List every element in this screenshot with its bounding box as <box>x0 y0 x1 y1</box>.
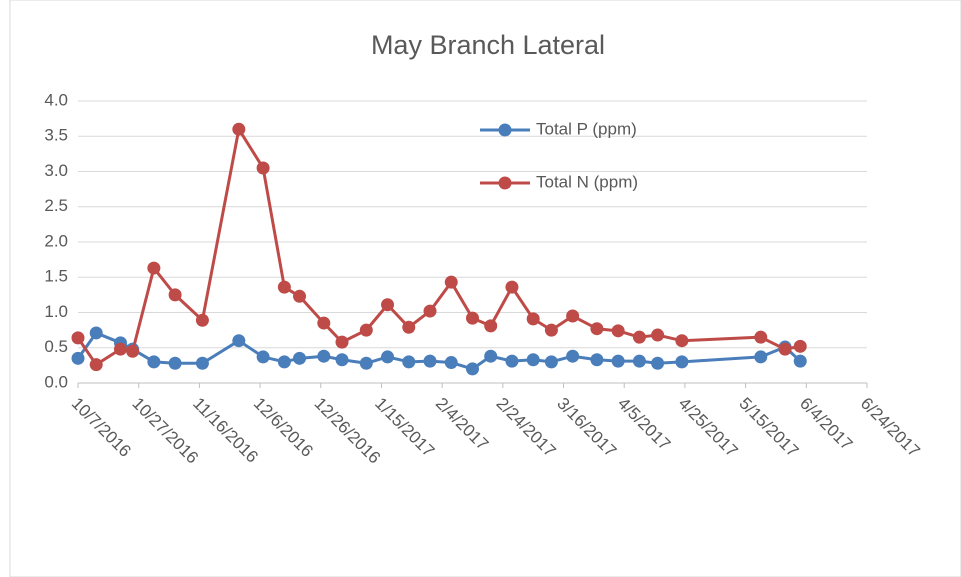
data-point <box>277 280 291 294</box>
y-tick-label: 3.5 <box>44 126 68 145</box>
y-tick-label: 4.0 <box>44 90 68 109</box>
data-point <box>381 350 395 364</box>
legend-marker <box>498 123 512 137</box>
legend-label: Total N (ppm) <box>536 172 638 191</box>
data-point <box>675 334 689 348</box>
data-point <box>611 354 625 368</box>
data-point <box>317 316 331 330</box>
data-point <box>232 122 246 136</box>
chart-border <box>9 0 961 577</box>
y-tick-label: 1.5 <box>44 267 68 286</box>
data-point <box>793 354 807 368</box>
data-point <box>293 289 307 303</box>
data-point <box>195 313 209 327</box>
data-point <box>466 311 479 325</box>
data-point <box>359 356 373 370</box>
data-point <box>566 309 580 323</box>
chart-title: May Branch Lateral <box>371 30 605 60</box>
data-point <box>590 353 604 367</box>
data-point <box>423 354 437 368</box>
data-point <box>466 362 479 376</box>
data-point <box>359 323 373 337</box>
data-point <box>544 323 558 337</box>
y-tick-label: 2.5 <box>44 196 68 215</box>
y-tick-label: 0.5 <box>44 337 68 356</box>
data-point <box>71 351 85 365</box>
data-point <box>590 322 604 336</box>
y-tick-label: 0.0 <box>44 372 68 391</box>
data-point <box>544 355 558 369</box>
data-point <box>256 161 270 175</box>
data-point <box>526 353 540 367</box>
data-point <box>651 328 665 342</box>
data-point <box>793 339 807 353</box>
data-point <box>293 351 307 365</box>
data-point <box>611 324 625 338</box>
data-point <box>335 353 349 367</box>
data-point <box>89 358 103 372</box>
data-point <box>147 261 161 275</box>
data-point <box>335 335 349 349</box>
legend-label: Total P (ppm) <box>536 119 637 138</box>
data-point <box>444 356 458 370</box>
data-point <box>632 330 646 344</box>
data-point <box>168 288 182 302</box>
data-point <box>126 344 140 358</box>
data-point <box>113 342 127 356</box>
data-point <box>195 356 209 370</box>
data-point <box>381 298 395 312</box>
data-point <box>402 320 416 334</box>
data-point <box>632 354 646 368</box>
y-tick-label: 2.0 <box>44 231 68 250</box>
data-point <box>675 355 689 369</box>
data-point <box>505 280 519 294</box>
data-point <box>754 330 768 344</box>
data-point <box>566 349 580 363</box>
data-point <box>402 355 416 369</box>
data-point <box>317 349 331 363</box>
data-point <box>444 275 458 289</box>
data-point <box>256 350 270 364</box>
y-tick-label: 1.0 <box>44 302 68 321</box>
data-point <box>651 356 665 370</box>
data-point <box>778 342 792 356</box>
data-point <box>168 356 182 370</box>
data-point <box>71 331 85 345</box>
data-point <box>89 326 103 340</box>
data-point <box>232 334 246 348</box>
data-point <box>505 354 519 368</box>
data-point <box>147 355 161 369</box>
data-point <box>526 312 540 326</box>
y-tick-label: 3.0 <box>44 161 68 180</box>
data-point <box>754 350 768 364</box>
data-point <box>423 304 437 318</box>
data-point <box>484 319 498 333</box>
data-point <box>484 349 498 363</box>
data-point <box>277 355 291 369</box>
legend-marker <box>498 176 512 190</box>
